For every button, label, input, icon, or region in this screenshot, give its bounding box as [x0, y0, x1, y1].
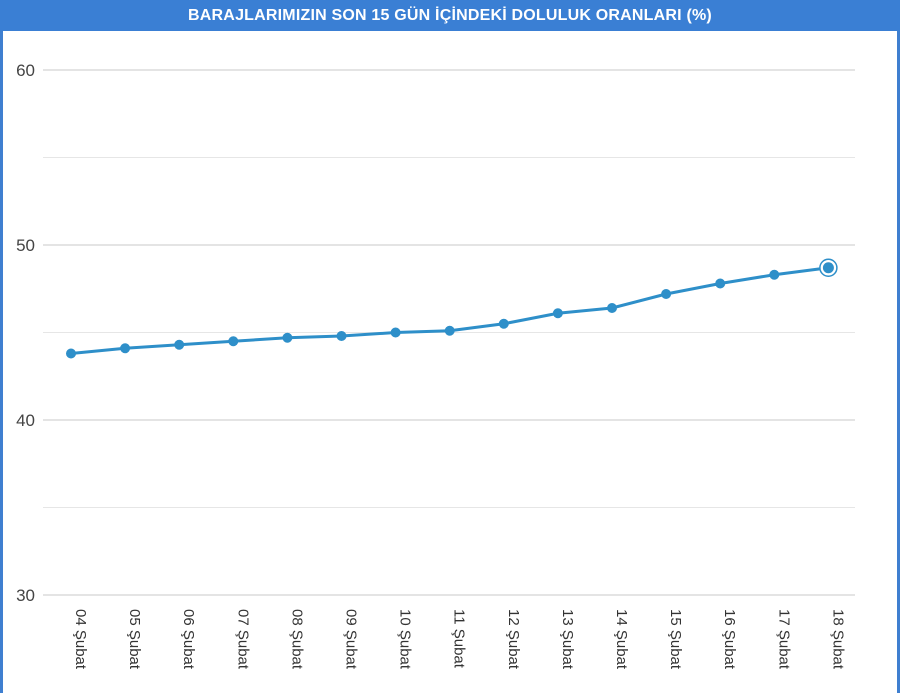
series-layer [66, 258, 838, 359]
x-tick-label: 14 Şubat [613, 609, 630, 670]
data-point[interactable] [66, 348, 76, 359]
x-tick-label: 12 Şubat [505, 609, 522, 670]
data-point[interactable] [336, 331, 347, 341]
x-tick-label: 09 Şubat [343, 609, 360, 670]
x-tick-label: 16 Şubat [721, 609, 738, 670]
data-point[interactable] [444, 325, 455, 336]
x-tick-label: 13 Şubat [559, 609, 576, 670]
y-tick-label: 50 [16, 236, 35, 255]
x-tick-label: 10 Şubat [397, 609, 414, 670]
data-point[interactable] [607, 303, 617, 313]
x-axis-ticks: 04 Şubat 05 Şubat 06 Şubat 07 Şubat 08 Şubat… [72, 609, 846, 670]
grid-lines [43, 69, 855, 596]
data-point[interactable] [282, 332, 293, 343]
y-tick-label: 60 [16, 61, 35, 80]
x-tick-label: 04 Şubat [72, 609, 89, 670]
chart-title: BARAJLARIMIZIN SON 15 GÜN İÇİNDEKİ DOLUL… [0, 0, 900, 31]
y-tick-label: 30 [16, 586, 35, 605]
data-point[interactable] [390, 327, 401, 338]
data-point[interactable] [552, 308, 563, 319]
x-tick-label: 08 Şubat [288, 609, 305, 670]
data-point[interactable] [498, 318, 509, 329]
data-point[interactable] [822, 262, 834, 274]
data-point[interactable] [715, 278, 726, 289]
y-tick-label: 40 [16, 411, 35, 430]
data-point[interactable] [174, 339, 185, 350]
data-point[interactable] [120, 343, 131, 354]
y-axis-ticks: 30 40 50 60 [16, 61, 35, 605]
x-tick-label: 15 Şubat [667, 609, 684, 670]
x-tick-label: 11 Şubat [451, 609, 468, 669]
data-point[interactable] [661, 289, 672, 299]
data-point[interactable] [228, 336, 239, 347]
x-tick-label: 05 Şubat [126, 609, 143, 670]
x-tick-label: 17 Şubat [775, 609, 792, 670]
x-tick-label: 06 Şubat [180, 609, 197, 670]
series-line [70, 266, 829, 355]
x-tick-label: 18 Şubat [829, 609, 846, 670]
data-point[interactable] [769, 269, 780, 280]
x-tick-label: 07 Şubat [234, 609, 251, 670]
